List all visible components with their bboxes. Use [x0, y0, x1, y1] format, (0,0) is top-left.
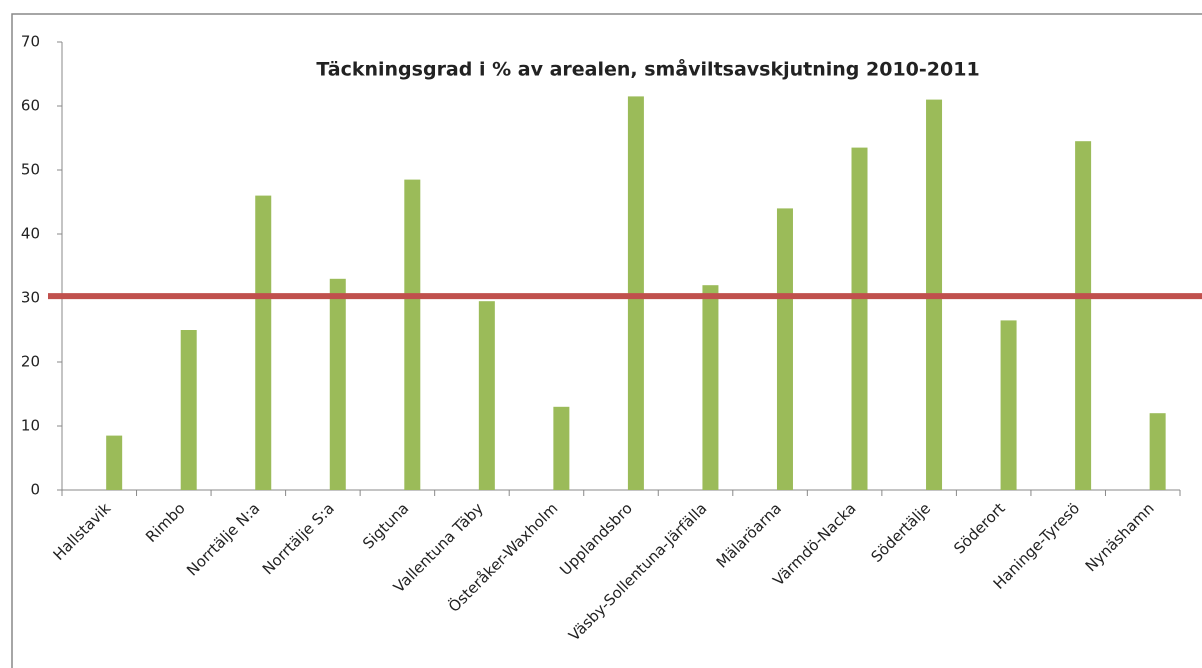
- x-tick-label: Mälaröarna: [713, 499, 785, 571]
- x-tick-label: Södertälje: [867, 499, 934, 566]
- y-tick-label: 30: [21, 289, 40, 307]
- y-tick-label: 20: [21, 353, 40, 371]
- bar: [180, 330, 197, 490]
- x-tick-label: Söderort: [950, 499, 1008, 557]
- bar: [851, 147, 868, 490]
- bar: [255, 195, 272, 490]
- x-tick-label: Norrtälje S:a: [259, 499, 338, 578]
- bar: [404, 179, 421, 490]
- x-tick-label: Väsby-Sollentuna-Järfälla: [565, 499, 710, 644]
- y-tick-label: 10: [21, 417, 40, 435]
- y-tick-label: 60: [21, 97, 40, 115]
- x-tick-label: Sigtuna: [359, 499, 412, 552]
- bar: [553, 406, 570, 490]
- x-tick-label: Nynäshamn: [1082, 499, 1158, 575]
- bar: [702, 285, 719, 490]
- bar: [776, 208, 793, 490]
- x-tick-label: Upplandsbro: [556, 499, 636, 579]
- bar: [1075, 141, 1092, 490]
- bar: [1000, 320, 1017, 490]
- x-tick-label: Rimbo: [142, 499, 189, 546]
- chart-title: Täckningsgrad i % av arealen, småviltsav…: [316, 57, 979, 81]
- y-tick-label: 70: [21, 33, 40, 51]
- bar: [478, 301, 495, 490]
- bar: [329, 278, 346, 490]
- bar: [1149, 413, 1166, 490]
- chart-frame: [11, 13, 1202, 668]
- x-tick-label: Hallstavik: [50, 499, 115, 564]
- x-tick-label: Norrtälje N:a: [183, 499, 263, 579]
- bar: [106, 435, 123, 490]
- y-tick-label: 40: [21, 225, 40, 243]
- y-tick-label: 50: [21, 161, 40, 179]
- y-tick-label: 0: [30, 481, 40, 499]
